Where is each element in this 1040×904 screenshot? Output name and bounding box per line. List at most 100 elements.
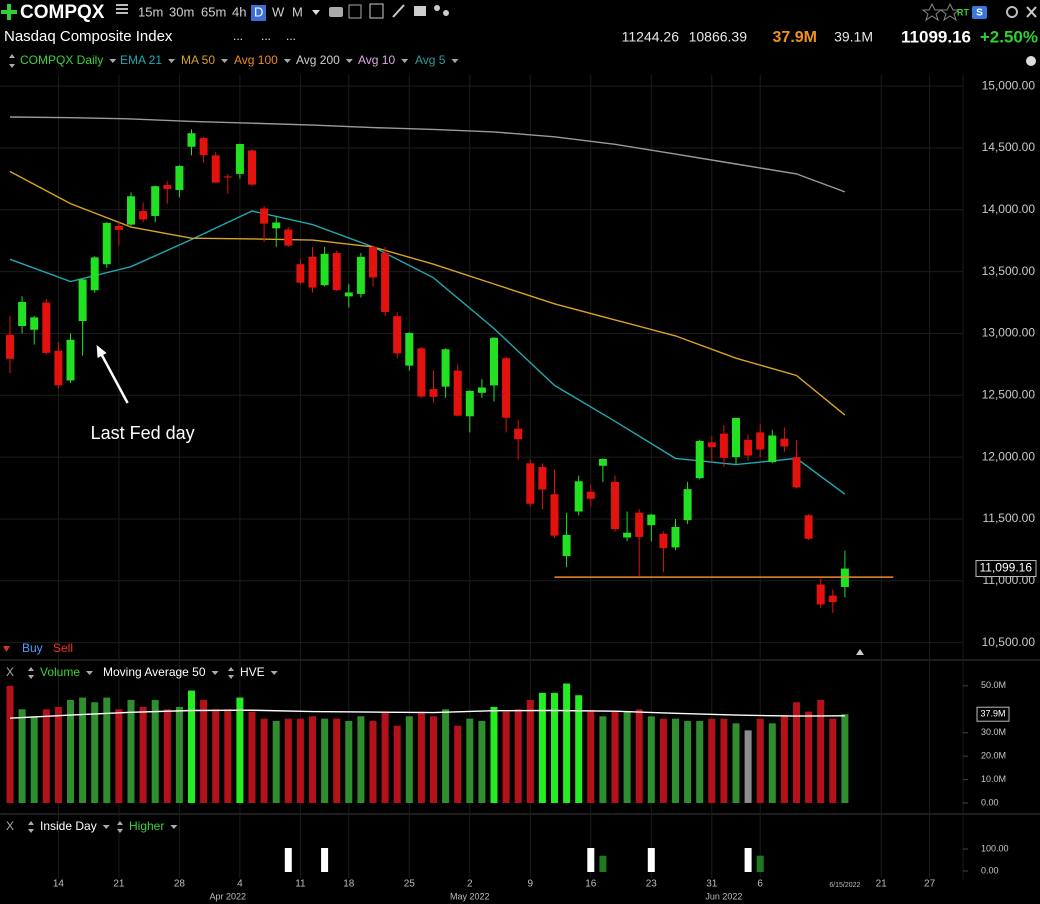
sell-button[interactable]: Sell <box>53 641 73 655</box>
volume-bar <box>672 718 679 803</box>
close-pane[interactable]: X <box>6 819 14 833</box>
dropdown-caret[interactable] <box>345 59 353 63</box>
dropdown-caret[interactable] <box>170 825 178 829</box>
s-label[interactable]: S <box>976 8 983 19</box>
x-tick-label: 16 <box>585 879 597 890</box>
dropdown-caret[interactable] <box>221 59 229 63</box>
volume-bar <box>720 718 728 803</box>
signal-bar <box>284 848 292 872</box>
close-pane[interactable]: X <box>6 665 14 679</box>
updown-icon <box>117 829 123 833</box>
pane-legend[interactable]: Inside Day <box>40 819 97 833</box>
volume-bar <box>417 711 425 803</box>
candle-body <box>586 491 595 499</box>
volume-bar <box>780 716 788 803</box>
tool-icons[interactable] <box>329 3 449 19</box>
candle-body <box>623 532 632 538</box>
candle-body <box>417 348 426 397</box>
dropdown-caret[interactable] <box>451 59 459 63</box>
candle-body <box>804 515 813 539</box>
dropdown-caret[interactable] <box>102 825 110 829</box>
trade-icon <box>3 646 10 652</box>
candle-body <box>768 435 777 463</box>
rt-label[interactable]: RT <box>957 7 969 17</box>
palette-icon[interactable] <box>1026 56 1036 66</box>
current-date-label: 6/15/2022 <box>829 882 860 889</box>
x-tick-label: 31 <box>706 879 718 890</box>
pane-legend[interactable]: Volume <box>40 665 80 679</box>
dropdown-caret[interactable] <box>109 59 117 63</box>
interval[interactable]: D <box>254 4 263 19</box>
volume-bar <box>284 718 292 803</box>
dropdown-caret[interactable] <box>283 59 291 63</box>
updown-icon <box>28 829 34 833</box>
signal-bar <box>647 848 655 872</box>
header-dots[interactable]: ... <box>233 29 243 43</box>
volume-bar <box>200 699 208 803</box>
legend-item[interactable]: Avg 10 <box>358 53 395 67</box>
legend-item[interactable]: EMA 21 <box>120 53 162 67</box>
updown-icon <box>28 821 34 825</box>
candle-body <box>114 225 123 230</box>
legend-item[interactable]: Avg 5 <box>415 53 446 67</box>
volume-bar <box>163 709 171 803</box>
candle-body <box>6 334 14 359</box>
volume-bar <box>829 718 837 803</box>
pane-legend[interactable]: HVE <box>240 665 265 679</box>
pane-legend[interactable]: Higher <box>129 819 164 833</box>
legend-item[interactable]: MA 50 <box>181 53 215 67</box>
volume-bar <box>696 721 704 803</box>
legend-item[interactable]: Avg 200 <box>296 53 340 67</box>
interval[interactable]: 4h <box>232 4 246 19</box>
volume-bar <box>684 721 692 803</box>
last-price: 11099.16 <box>901 27 971 46</box>
volume-bar <box>405 716 413 803</box>
updown-icon <box>117 821 123 825</box>
interval[interactable]: 30m <box>169 4 194 19</box>
volume-bar <box>103 697 111 803</box>
volume-bar <box>30 716 38 803</box>
interval[interactable]: 65m <box>201 4 226 19</box>
add-icon-bar[interactable] <box>1 10 17 14</box>
change: +2.50% <box>980 27 1038 46</box>
header-dots[interactable]: ... <box>286 29 296 43</box>
dropdown-caret[interactable] <box>86 671 94 675</box>
volume-bar <box>127 699 135 803</box>
dropdown-caret[interactable] <box>211 671 219 675</box>
avg-volume: 39.1M <box>834 29 873 45</box>
dropdown-caret[interactable] <box>270 671 278 675</box>
volume-bar <box>333 718 341 803</box>
volume-bar <box>708 718 716 803</box>
pane-legend[interactable]: Moving Average 50 <box>103 665 206 679</box>
interval[interactable]: M <box>292 4 303 19</box>
candle-body <box>635 512 644 537</box>
right-icons[interactable]: RT S <box>921 2 1037 22</box>
volume-bar <box>224 709 232 803</box>
interval[interactable]: W <box>272 4 285 19</box>
candle-body <box>611 481 619 530</box>
candle-body <box>659 533 668 549</box>
interval-dropdown[interactable] <box>312 10 320 15</box>
active-interval-bg[interactable] <box>251 5 266 21</box>
interval[interactable]: 15m <box>138 4 163 19</box>
dropdown-caret[interactable] <box>401 59 409 63</box>
candle-body <box>405 332 414 366</box>
dropdown-caret[interactable] <box>168 59 176 63</box>
volume-bar <box>490 706 498 803</box>
symbol[interactable]: COMPQX <box>20 2 105 23</box>
y-tick-label: 13,000.00 <box>982 326 1036 340</box>
legend-item[interactable]: COMPQX Daily <box>20 53 103 67</box>
candle-body <box>344 292 353 297</box>
volume-bar <box>381 711 389 803</box>
candle-body <box>744 439 753 456</box>
volume-bar <box>442 709 450 803</box>
buy-button[interactable]: Buy <box>22 641 43 655</box>
x-tick-label: 23 <box>646 879 658 890</box>
legend-item[interactable]: Avg 100 <box>234 53 278 67</box>
header-dots[interactable]: ... <box>261 29 271 43</box>
list-icon[interactable] <box>116 4 128 14</box>
candle-body <box>18 301 27 327</box>
candle-body <box>211 155 220 183</box>
signal-bar <box>756 855 764 872</box>
volume-bar <box>575 695 583 803</box>
